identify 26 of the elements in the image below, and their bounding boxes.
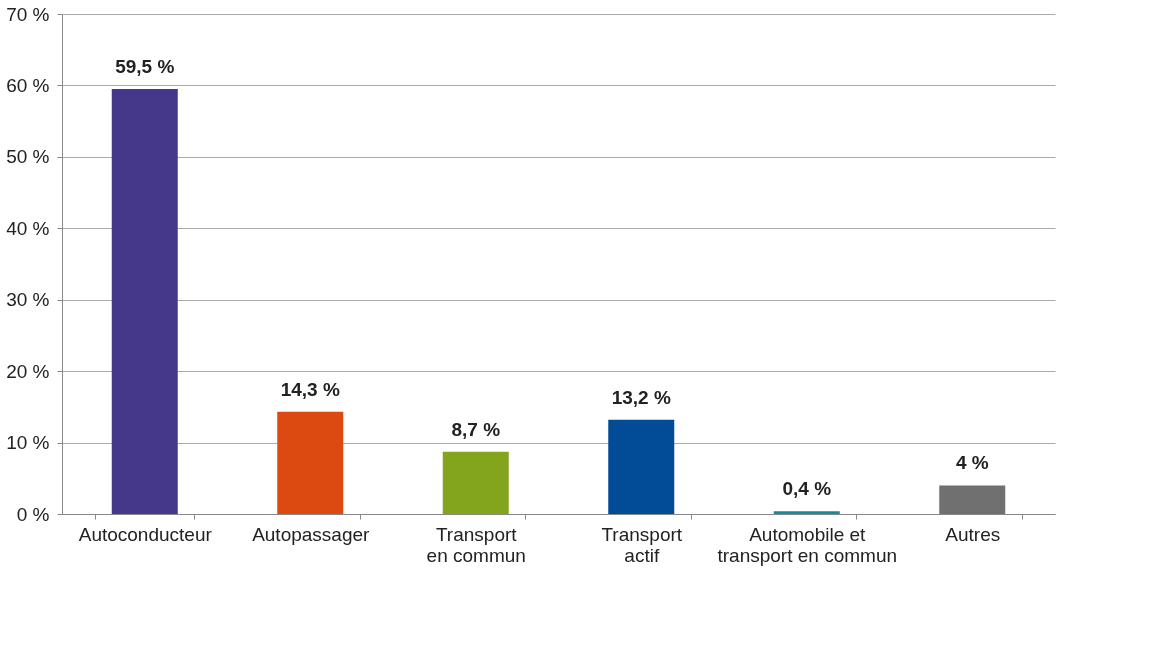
- y-tick-label: 70 %: [6, 3, 50, 25]
- x-tick-label: Transport en commun: [426, 523, 526, 566]
- bar: [608, 419, 675, 514]
- data-label: 4 %: [955, 452, 989, 474]
- bar: [111, 89, 178, 514]
- data-label: 13,2 %: [611, 386, 671, 408]
- x-tick-label: Autres: [945, 523, 1001, 545]
- x-tick-label: Autoconducteur: [78, 523, 213, 545]
- x-tick-label: Transport actif: [601, 523, 683, 566]
- data-label: 59,5 %: [115, 56, 175, 77]
- bar: [773, 511, 840, 514]
- data-label: 8,7 %: [451, 418, 501, 440]
- y-tick-label: 10 %: [6, 432, 50, 454]
- y-tick-label: 0 %: [16, 503, 50, 525]
- bar: [939, 485, 1006, 514]
- data-label: 0,4 %: [782, 478, 832, 500]
- y-tick-label: 20 %: [6, 360, 50, 382]
- x-tick-label: Autopassager: [252, 523, 371, 545]
- y-tick-label: 30 %: [6, 289, 50, 311]
- y-tick-label: 50 %: [6, 146, 50, 168]
- data-label: 14,3 %: [280, 378, 340, 400]
- y-tick-label: 60 %: [6, 74, 50, 96]
- y-tick-label: 40 %: [6, 217, 50, 239]
- bar: [442, 451, 509, 514]
- x-tick-label: Automobile et transport en commun: [717, 523, 898, 566]
- bar: [277, 411, 344, 514]
